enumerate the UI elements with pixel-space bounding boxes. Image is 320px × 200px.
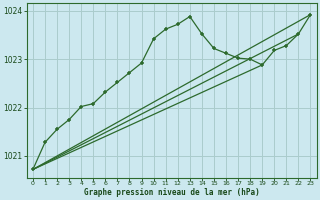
X-axis label: Graphe pression niveau de la mer (hPa): Graphe pression niveau de la mer (hPa) — [84, 188, 260, 197]
